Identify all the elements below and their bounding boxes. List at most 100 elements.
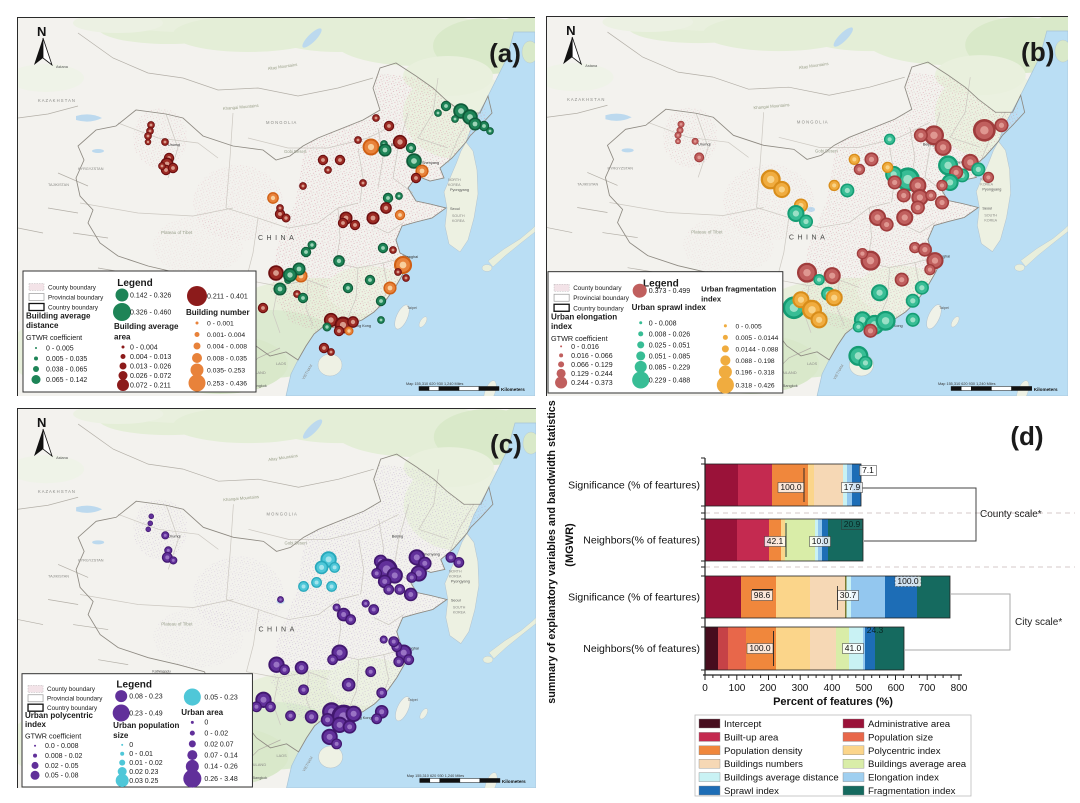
svg-text:200: 200 [760, 683, 777, 694]
svg-text:GTWR coefficient: GTWR coefficient [551, 334, 608, 343]
svg-text:KYRGYZSTAN: KYRGYZSTAN [78, 558, 104, 562]
svg-text:Kathmandu: Kathmandu [152, 670, 170, 674]
svg-text:Map 155,310 620: Map 155,310 620 930 1,240 Miles [406, 382, 464, 386]
svg-text:index: index [701, 295, 722, 304]
svg-text:Building number: Building number [186, 308, 250, 317]
svg-text:Shanghai: Shanghai [402, 255, 418, 259]
svg-text:Urban sprawl index: Urban sprawl index [632, 303, 707, 312]
svg-text:0: 0 [702, 683, 708, 694]
svg-text:0 - 0.01: 0 - 0.01 [129, 751, 153, 758]
svg-text:Country boundary: Country boundary [573, 305, 624, 312]
svg-text:VIETNAM: VIETNAM [833, 364, 845, 381]
svg-text:Urban fragmentation: Urban fragmentation [701, 285, 777, 294]
svg-text:Shenyang: Shenyang [423, 552, 440, 556]
svg-text:LAOS: LAOS [276, 754, 287, 758]
svg-text:Percent of features (%): Percent of features (%) [773, 696, 893, 708]
svg-text:0.23 - 0.49: 0.23 - 0.49 [129, 710, 163, 717]
svg-text:Bangkok: Bangkok [252, 776, 267, 780]
svg-text:Urban elongation: Urban elongation [551, 312, 617, 321]
svg-text:0.318 - 0.426: 0.318 - 0.426 [735, 382, 774, 389]
svg-text:Significance (% of feartures): Significance (% of feartures) [568, 592, 700, 604]
svg-text:0.0 - 0.008: 0.0 - 0.008 [45, 743, 79, 750]
svg-text:Buildings numbers: Buildings numbers [724, 759, 803, 770]
svg-text:Bangkok: Bangkok [783, 384, 798, 388]
svg-text:0.088 - 0.198: 0.088 - 0.198 [735, 358, 774, 365]
svg-text:KYRGYZSTAN: KYRGYZSTAN [78, 167, 104, 171]
svg-text:Plateau of Tibet: Plateau of Tibet [691, 230, 723, 235]
svg-text:Taipei: Taipei [939, 306, 949, 310]
svg-text:K A Z A K H S T A N: K A Z A K H S T A N [567, 97, 604, 102]
svg-text:0 - 0.005: 0 - 0.005 [735, 323, 762, 330]
svg-text:Built-up area: Built-up area [724, 732, 779, 743]
svg-text:N: N [37, 415, 46, 430]
svg-text:0.05 - 0.23: 0.05 - 0.23 [204, 694, 238, 701]
svg-text:KOREA: KOREA [980, 182, 993, 186]
svg-text:Gobi Desert: Gobi Desert [285, 540, 308, 545]
svg-text:0.072 - 0.211: 0.072 - 0.211 [130, 383, 171, 390]
svg-text:Pyongyang: Pyongyang [451, 579, 470, 583]
svg-text:Khangai Mountains: Khangai Mountains [753, 102, 790, 110]
svg-text:County boundary: County boundary [573, 285, 622, 292]
svg-text:0 - 0.005: 0 - 0.005 [46, 346, 74, 353]
svg-text:KOREA: KOREA [452, 219, 465, 223]
svg-text:SOUTH: SOUTH [452, 214, 465, 218]
svg-text:Plateau of Tibet: Plateau of Tibet [161, 622, 193, 627]
svg-text:0.013 - 0.026: 0.013 - 0.026 [130, 364, 171, 371]
svg-text:KOREA: KOREA [448, 183, 461, 187]
svg-text:Astana: Astana [56, 456, 69, 460]
svg-text:0 - 0.02: 0 - 0.02 [204, 730, 228, 737]
svg-text:City scale*: City scale* [1015, 617, 1062, 628]
svg-text:0.373 - 0.499: 0.373 - 0.499 [649, 288, 691, 295]
svg-text:M O N G O L I A: M O N G O L I A [266, 120, 297, 125]
svg-text:Neighbors(% of features): Neighbors(% of features) [583, 535, 700, 547]
svg-text:Urban population: Urban population [113, 721, 179, 730]
svg-text:TAJIKISTAN: TAJIKISTAN [577, 182, 598, 186]
svg-text:Altay Mountains: Altay Mountains [798, 61, 828, 70]
svg-text:0.008 - 0.035: 0.008 - 0.035 [207, 356, 247, 363]
svg-text:0.001- 0.004: 0.001- 0.004 [207, 332, 245, 339]
svg-text:0.142 - 0.326: 0.142 - 0.326 [130, 293, 171, 300]
svg-text:Urumqi: Urumqi [698, 142, 710, 146]
svg-text:0.02 - 0.05: 0.02 - 0.05 [45, 763, 79, 770]
svg-text:size: size [113, 731, 129, 740]
svg-text:Country boundary: Country boundary [47, 705, 98, 712]
svg-text:Beijing: Beijing [923, 142, 934, 146]
svg-text:100.0: 100.0 [897, 576, 919, 586]
svg-text:0.196 - 0.318: 0.196 - 0.318 [735, 369, 774, 376]
svg-text:M O N G O L I A: M O N G O L I A [266, 511, 297, 516]
svg-text:100.0: 100.0 [749, 643, 771, 653]
svg-text:Taipei: Taipei [407, 306, 417, 310]
svg-text:800: 800 [951, 683, 968, 694]
svg-text:K A Z A K H S T A N: K A Z A K H S T A N [38, 98, 75, 103]
svg-text:Buildings average area: Buildings average area [868, 759, 967, 770]
svg-text:0: 0 [129, 742, 133, 749]
svg-text:Neighbors(% of features): Neighbors(% of features) [583, 643, 700, 655]
svg-text:LAOS: LAOS [807, 362, 818, 366]
svg-text:0.253 - 0.436: 0.253 - 0.436 [207, 381, 247, 388]
svg-text:Hong Kong: Hong Kong [353, 716, 372, 720]
svg-text:index: index [551, 322, 573, 331]
svg-text:N: N [37, 24, 46, 39]
svg-text:County scale*: County scale* [980, 509, 1042, 520]
svg-text:Gobi Desert: Gobi Desert [284, 149, 307, 154]
svg-text:Provincial boundary: Provincial boundary [47, 695, 103, 702]
svg-text:Astana: Astana [56, 65, 69, 69]
svg-text:0.14 - 0.26: 0.14 - 0.26 [204, 764, 238, 771]
svg-text:Urumqi: Urumqi [168, 534, 180, 538]
svg-text:0.026 - 0.072: 0.026 - 0.072 [130, 373, 171, 380]
svg-text:Seoul: Seoul [451, 599, 461, 603]
svg-text:Khangai Mountains: Khangai Mountains [223, 494, 259, 502]
svg-text:30.7: 30.7 [840, 590, 857, 600]
svg-text:Significance (% of feartures): Significance (% of feartures) [568, 480, 700, 492]
svg-text:Intercept: Intercept [724, 719, 762, 730]
svg-text:area: area [114, 333, 131, 342]
svg-text:0.0144 - 0.088: 0.0144 - 0.088 [735, 346, 778, 353]
svg-text:CHINA: CHINA [258, 627, 297, 634]
svg-text:0 - 0.008: 0 - 0.008 [649, 320, 677, 327]
svg-text:0.07 - 0.14: 0.07 - 0.14 [204, 753, 238, 760]
svg-text:Shenyang: Shenyang [422, 161, 439, 165]
svg-text:Administrative area: Administrative area [868, 719, 951, 730]
svg-text:(d): (d) [1010, 421, 1043, 451]
svg-text:Provincial boundary: Provincial boundary [48, 295, 104, 302]
svg-text:Map 155,310 620: Map 155,310 620 930 1,240 Miles [407, 774, 464, 778]
